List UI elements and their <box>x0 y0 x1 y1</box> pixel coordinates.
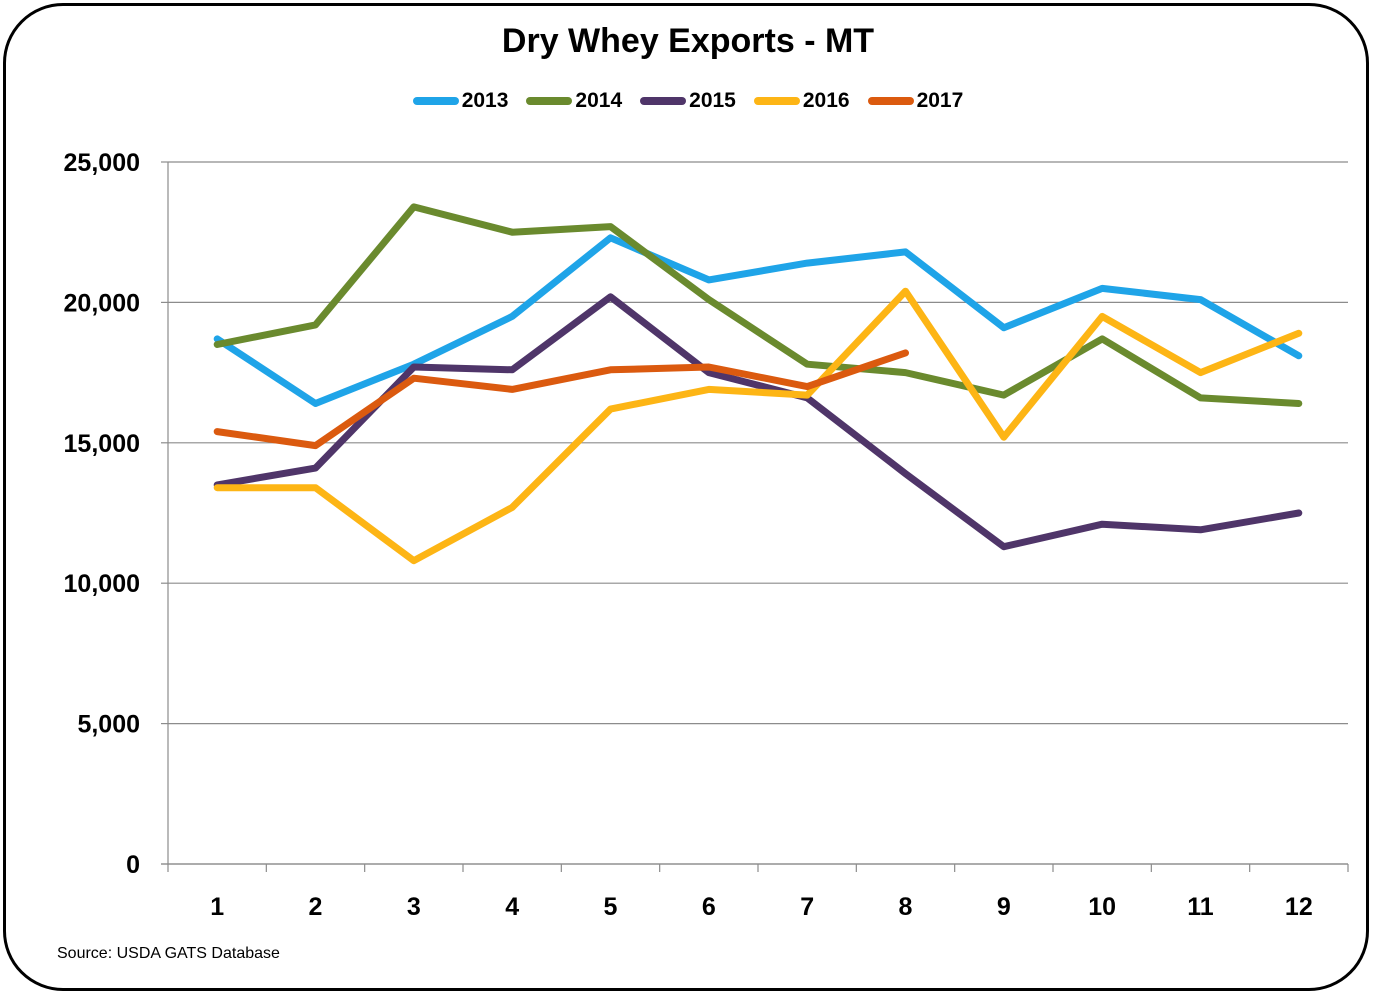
chart-legend: 2013 2014 2015 2016 2017 <box>0 89 1376 113</box>
series-line-2014 <box>213 203 1303 407</box>
legend-swatch-series-1 <box>526 97 573 105</box>
series-line-2013 <box>213 234 1303 407</box>
x-tick-label-9: 10 <box>1088 893 1116 921</box>
legend-swatch-series-0 <box>412 97 459 105</box>
legend-item-series-1: 2014 <box>526 89 622 113</box>
legend-item-series-4: 2017 <box>867 89 964 113</box>
legend-item-series-0: 2013 <box>412 89 509 113</box>
y-tick-label-5: 25,000 <box>64 149 140 177</box>
x-tick-label-2: 3 <box>407 893 421 921</box>
x-tick-label-3: 4 <box>505 893 519 921</box>
y-tick-label-3: 15,000 <box>64 430 140 458</box>
legend-item-series-2: 2015 <box>640 89 736 113</box>
y-tick-label-2: 10,000 <box>64 570 140 598</box>
series-line-2016 <box>213 287 1303 565</box>
x-tick-label-0: 1 <box>210 893 224 921</box>
y-tick-label-0: 0 <box>126 851 140 879</box>
x-tick-label-4: 5 <box>604 893 618 921</box>
series-line-2015 <box>213 293 1303 551</box>
x-tick-label-11: 12 <box>1285 893 1313 921</box>
legend-label-series-3: 2016 <box>802 89 850 112</box>
chart-title: Dry Whey Exports - MT <box>501 22 875 60</box>
x-tick-label-7: 8 <box>899 893 913 921</box>
legend-label-series-2: 2015 <box>689 89 736 112</box>
legend-swatch-series-4 <box>867 97 914 105</box>
x-tick-label-10: 11 <box>1187 893 1214 921</box>
legend-label-series-4: 2017 <box>916 89 964 112</box>
legend-swatch-series-3 <box>753 97 800 105</box>
x-tick-label-8: 9 <box>997 893 1011 921</box>
x-tick-label-5: 6 <box>702 893 716 921</box>
x-tick-label-6: 7 <box>800 893 814 921</box>
legend-label-series-0: 2013 <box>461 89 509 112</box>
chart-frame <box>3 3 1369 991</box>
y-tick-label-4: 20,000 <box>64 289 140 317</box>
source-note: Source: USDA GATS Database <box>57 945 280 962</box>
y-tick-label-1: 5,000 <box>77 711 140 739</box>
legend-swatch-series-2 <box>640 97 687 105</box>
x-tick-label-1: 2 <box>309 893 323 921</box>
legend-label-series-1: 2014 <box>575 89 623 112</box>
series-line-2017 <box>213 349 909 450</box>
legend-item-series-3: 2016 <box>753 89 850 113</box>
